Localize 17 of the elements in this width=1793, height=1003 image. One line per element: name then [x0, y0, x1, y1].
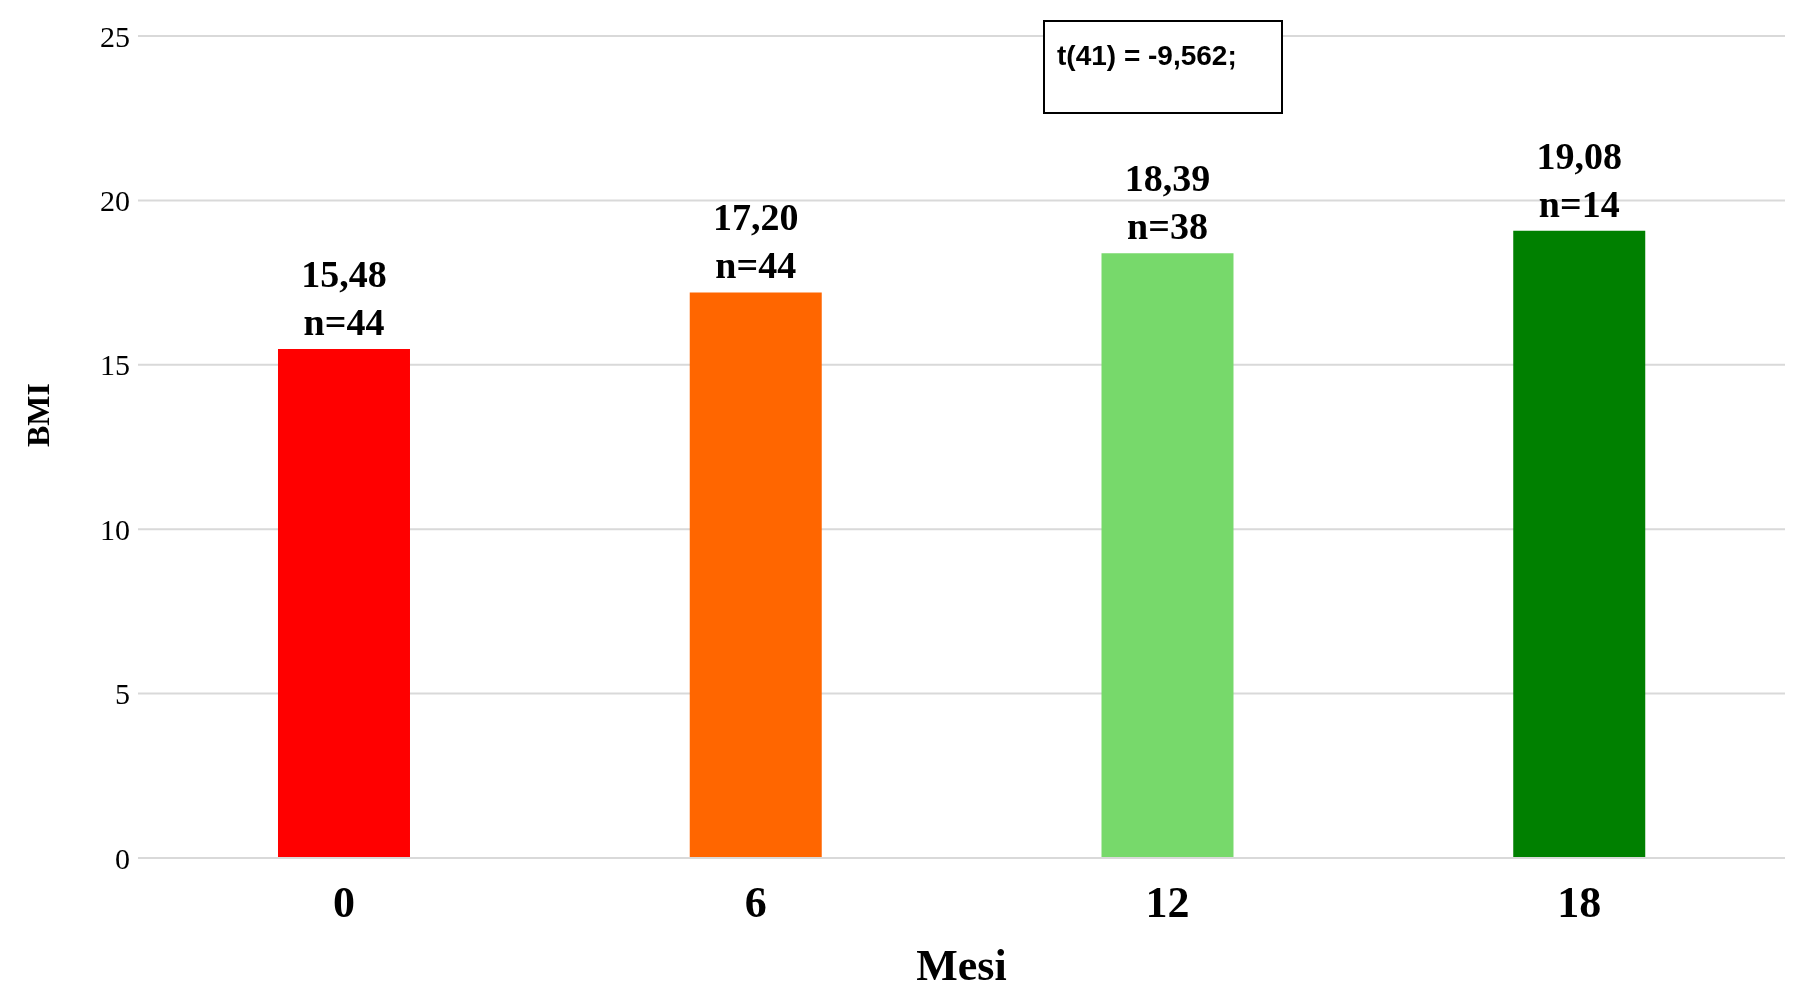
x-tick-label: 18: [1557, 878, 1602, 928]
annotation: t(41) = -9,562;: [1043, 20, 1283, 114]
x-tick-label: 6: [744, 878, 767, 928]
data-label: 18,39 n=38: [1124, 157, 1211, 248]
y-tick-label: 5: [115, 677, 130, 711]
y-axis-title: BMI: [20, 383, 57, 447]
x-tick-label: 12: [1145, 878, 1190, 928]
y-tick-label: 20: [100, 184, 130, 218]
y-tick-label: 15: [100, 348, 130, 382]
x-axis-title: Mesi: [916, 941, 1007, 990]
y-tick-label: 25: [100, 19, 130, 53]
x-tick-label: 0: [332, 878, 355, 928]
data-label: 19,08 n=14: [1536, 134, 1622, 225]
y-tick-label: 0: [115, 841, 130, 875]
y-tick-label: 10: [100, 512, 130, 546]
data-label: 15,48 n=44: [301, 253, 387, 344]
data-label: 17,20 n=44: [712, 196, 799, 287]
